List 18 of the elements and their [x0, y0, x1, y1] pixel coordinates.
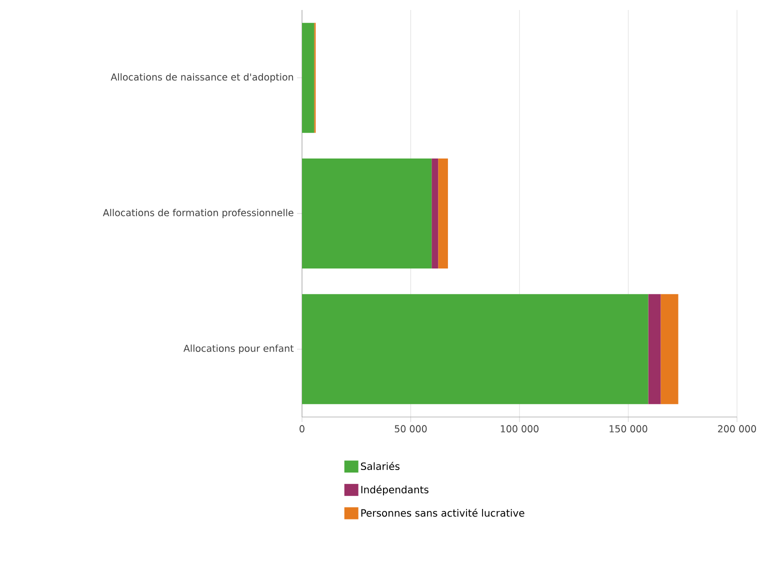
bar — [302, 294, 648, 404]
legend-label: Personnes sans activité lucrative — [361, 508, 524, 517]
bar — [302, 158, 432, 268]
bar — [432, 158, 438, 268]
x-tick-label: 50 000 — [394, 425, 427, 432]
legend-label: Salariés — [361, 462, 400, 470]
y-tick-label: Allocations de naissance et d'adoption — [110, 73, 294, 82]
bar — [648, 294, 661, 404]
x-tick-label: 100 000 — [500, 425, 538, 432]
x-tick-label: 200 000 — [718, 425, 756, 432]
x-tick-label: 150 000 — [610, 425, 648, 432]
bar — [302, 22, 314, 133]
y-tick-label: Allocations pour enfant — [184, 344, 294, 354]
bar — [660, 294, 678, 404]
legend-label: Indépendants — [361, 485, 428, 496]
x-tick-label: 0 — [300, 425, 304, 432]
y-tick-label: Allocations de formation professionnelle — [102, 208, 294, 218]
bar — [438, 158, 448, 268]
